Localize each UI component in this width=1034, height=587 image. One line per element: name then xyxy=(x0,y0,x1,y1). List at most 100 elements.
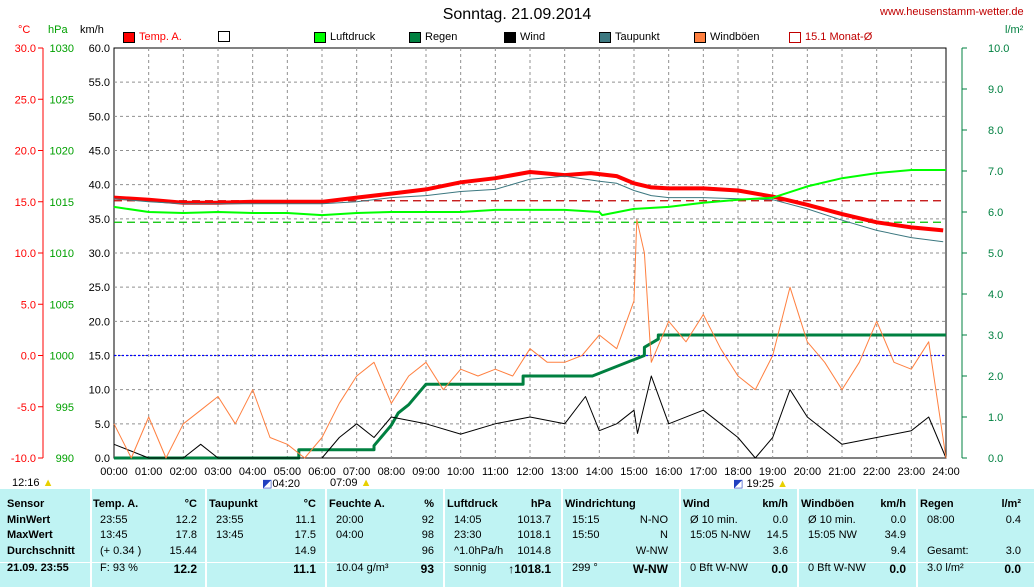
cell-note: 04:00 xyxy=(336,529,364,541)
x-tick-label: 23:00 xyxy=(898,466,926,478)
cell-value: 0.4 xyxy=(1005,514,1021,526)
column-unit: °C xyxy=(303,498,316,510)
x-tick-label: 13:00 xyxy=(551,466,579,478)
column-header: Luftdruck xyxy=(447,498,498,510)
temp-tick-label: 20.0 xyxy=(15,146,36,158)
cell-note: 23:55 xyxy=(216,514,244,526)
column-separator xyxy=(90,489,92,587)
cell-value: N-NO xyxy=(639,514,668,526)
legend-swatch xyxy=(694,31,706,43)
rain-tick-label: 2.0 xyxy=(988,371,1003,383)
x-tick-label: 14:00 xyxy=(586,466,614,478)
cell-note: 08:00 xyxy=(927,514,955,526)
cell-value: ↑1018.1 xyxy=(508,562,551,576)
temp-tick-label: 15.0 xyxy=(15,197,36,209)
wind-tick-label: 20.0 xyxy=(89,316,110,328)
x-tick-label: 03:00 xyxy=(204,466,232,478)
temp-tick-label: 10.0 xyxy=(15,248,36,260)
legend-item: Wind xyxy=(504,31,545,43)
legend-item: Luftdruck xyxy=(314,31,375,43)
cell-note: 14:05 xyxy=(454,514,482,526)
column-header: Taupunkt xyxy=(209,498,258,510)
column-separator xyxy=(679,489,681,587)
rain-tick-label: 7.0 xyxy=(988,166,1003,178)
press-tick-label: 1005 xyxy=(50,299,74,311)
cell-value: 9.4 xyxy=(890,545,906,557)
stats-table: Sensor Temp. A. °C Taupunkt °C Feuchte A.% Luf… xyxy=(0,489,1034,587)
cell-note: (+ 0.34 ) xyxy=(100,545,142,557)
cell-value: 11.1 xyxy=(293,562,316,576)
chart-series xyxy=(113,169,947,460)
sunrise-label: 07:09 ▲ xyxy=(330,477,372,489)
legend-item: 15.1 Monat-Ø xyxy=(789,31,872,43)
x-tick-label: 20:00 xyxy=(794,466,822,478)
legend-item xyxy=(218,31,234,42)
series-temp-a- xyxy=(113,170,944,233)
column-separator xyxy=(561,489,563,587)
row-label: MinWert xyxy=(7,514,51,526)
cell-note: Ø 10 min. xyxy=(808,514,856,526)
legend-label: Wind xyxy=(520,31,546,43)
cell-value: 15.44 xyxy=(169,545,197,557)
cell-value: 3.0 xyxy=(1005,545,1021,557)
column-unit: hPa xyxy=(530,498,551,510)
rain-tick-label: 4.0 xyxy=(988,289,1003,301)
rain-tick-label: 3.0 xyxy=(988,330,1003,342)
cell-value: 1018.1 xyxy=(517,529,551,541)
legend-swatch xyxy=(123,31,135,43)
wind-tick-label: 0.0 xyxy=(95,453,110,465)
press-tick-label: 1010 xyxy=(50,248,74,260)
legend-item: Regen xyxy=(409,31,457,43)
temp-tick-label: -10.0 xyxy=(11,453,36,465)
press-unit: hPa xyxy=(48,24,68,36)
cell-value: 0.0 xyxy=(889,562,906,576)
rain-tick-label: 5.0 xyxy=(988,248,1003,260)
chart-grid xyxy=(113,47,947,459)
temp-tick-label: 5.0 xyxy=(21,299,36,311)
rain-tick-label: 0.0 xyxy=(988,453,1003,465)
cell-value: 17.5 xyxy=(294,529,316,541)
rain-tick-label: 9.0 xyxy=(988,84,1003,96)
legend-label: 15.1 Monat-Ø xyxy=(805,31,873,43)
cell-note: 15:15 xyxy=(572,514,600,526)
cell-value: 11.1 xyxy=(295,514,316,526)
row-separator xyxy=(0,562,1034,563)
cell-note: 15:05 N-NW xyxy=(690,529,751,541)
cell-note: ^1.0hPa/h xyxy=(454,545,504,557)
cell-value: 12.2 xyxy=(173,562,197,576)
wind-tick-label: 15.0 xyxy=(89,351,110,363)
column-separator xyxy=(205,489,207,587)
temp-tick-label: -5.0 xyxy=(17,402,36,414)
x-tick-label: 07:00 xyxy=(343,466,371,478)
cell-value: 0.0 xyxy=(890,514,906,526)
column-unit: l/m² xyxy=(1001,498,1021,510)
row-label: MaxWert xyxy=(7,529,53,541)
column-separator xyxy=(325,489,327,587)
column-header: Windböen xyxy=(801,498,855,510)
cell-value: 1013.7 xyxy=(517,514,551,526)
legend-label: Taupunkt xyxy=(615,31,660,43)
cell-value: 0.0 xyxy=(771,562,788,576)
legend-swatch xyxy=(314,31,326,43)
x-tick-label: 02:00 xyxy=(170,466,198,478)
legend-swatch xyxy=(599,31,611,43)
wind-tick-label: 10.0 xyxy=(89,385,110,397)
x-tick-label: 11:00 xyxy=(482,466,509,478)
cell-note: Gesamt: xyxy=(927,545,969,557)
cell-note: 10.04 g/m³ xyxy=(336,562,389,574)
wind-tick-label: 50.0 xyxy=(89,111,110,123)
moonrise-label: ◩04:20 xyxy=(262,478,300,490)
legend-item: Temp. A. xyxy=(123,31,182,43)
cell-value: 98 xyxy=(421,529,434,541)
column-unit: % xyxy=(424,498,434,510)
x-tick-label: 17:00 xyxy=(690,466,718,478)
wind-tick-label: 30.0 xyxy=(89,248,110,260)
column-separator xyxy=(443,489,445,587)
legend-label: Regen xyxy=(425,31,458,43)
site-link[interactable]: www.heusenstamm-wetter.de xyxy=(880,6,1024,18)
temp-unit: °C xyxy=(18,24,31,36)
moonset-label: 12:16 ▲ xyxy=(12,477,54,489)
cell-value: 0.0 xyxy=(772,514,788,526)
sunset-label: ◩ 19:25 ▲ xyxy=(733,478,788,490)
rain-tick-label: 6.0 xyxy=(988,207,1003,219)
